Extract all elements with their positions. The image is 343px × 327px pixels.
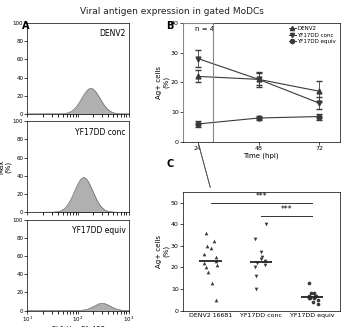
Point [214,297,219,302]
Point [306,293,312,298]
Y-axis label: Max
(%): Max (%) [0,160,11,174]
Point [315,297,321,302]
Point [309,291,314,296]
Point [213,254,219,259]
Legend: DENV2, YF17DD conc, YF17DD equiv: DENV2, YF17DD conc, YF17DD equiv [288,26,337,44]
Point [307,280,312,285]
Point [312,295,317,300]
Point [213,258,218,264]
Point [259,254,264,259]
Point [205,269,211,274]
Point [209,280,215,285]
Text: C: C [166,159,174,169]
Point [313,293,319,298]
Text: n = 4: n = 4 [195,26,215,32]
Point [253,273,259,279]
Point [208,245,214,250]
Point [262,263,268,268]
Point [259,250,264,255]
Point [311,291,317,296]
Y-axis label: Ag+ cells
(%): Ag+ cells (%) [156,235,169,268]
Text: ***: *** [255,192,267,201]
Text: Viral antigen expression in gated MoDCs: Viral antigen expression in gated MoDCs [80,7,263,16]
Point [203,230,209,235]
Point [252,237,257,242]
Text: YF17DD equiv: YF17DD equiv [72,226,126,235]
Point [211,239,216,244]
Point [258,256,264,261]
Point [214,263,219,268]
Point [315,301,320,307]
Point [307,295,312,300]
Point [311,300,316,305]
Text: A: A [22,21,30,31]
Point [201,252,207,257]
X-axis label: FL1 H :: FA-488: FL1 H :: FA-488 [51,325,105,327]
Point [307,295,312,300]
Text: YF17DD conc: YF17DD conc [75,128,126,137]
Text: DENV2: DENV2 [99,29,126,38]
Point [254,261,259,266]
Point [263,222,269,227]
Text: ***: *** [281,205,292,214]
Point [202,261,207,266]
Point [253,286,259,292]
Y-axis label: Ag+ cells
(%): Ag+ cells (%) [156,66,169,99]
Text: B: B [166,21,174,31]
Point [312,293,318,298]
Point [205,243,210,249]
Point [252,265,258,270]
Point [262,258,268,264]
Bar [183,23,213,142]
Point [203,265,209,270]
X-axis label: Time (hpi): Time (hpi) [243,152,279,159]
